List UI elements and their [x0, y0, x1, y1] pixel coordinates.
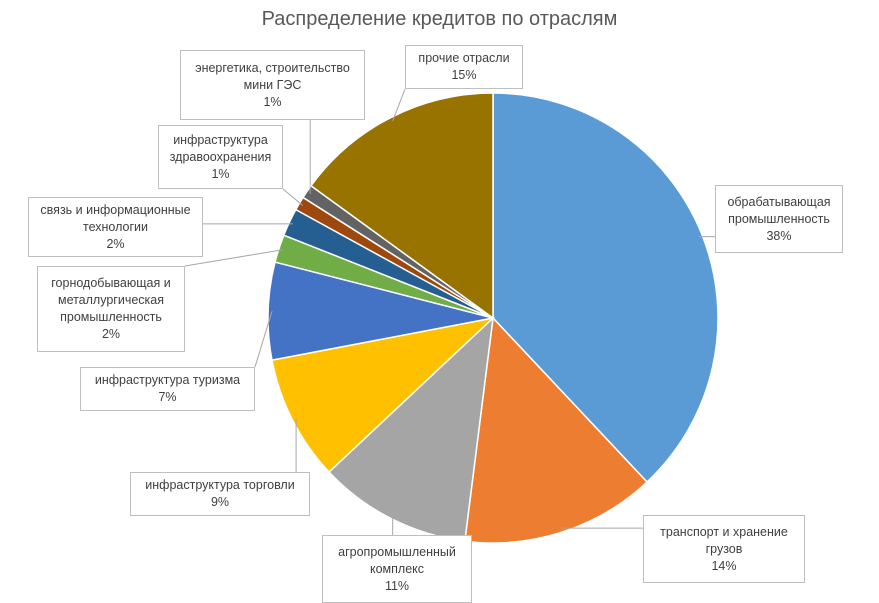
- pie-slice: [271, 316, 496, 474]
- label-value: 1%: [211, 166, 230, 181]
- label-value: 2%: [101, 327, 121, 341]
- label-name: горнодобывающая и металлургическая промы…: [51, 276, 171, 324]
- label-value: 9%: [210, 495, 230, 509]
- label-name: агропромышленный комплекс: [338, 544, 456, 576]
- data-label: транспорт и хранение грузов 14%: [643, 515, 805, 583]
- label-value: 11%: [384, 578, 410, 593]
- label-name: связь и информационные технологии: [40, 202, 191, 234]
- label-name: инфраструктура туризма: [94, 373, 241, 387]
- pie-slice: [492, 92, 719, 484]
- label-name: инфраструктура торговли: [145, 478, 295, 492]
- data-label: связь и информационные технологии 2%: [28, 197, 203, 257]
- label-name: обрабатывающая промышленность: [727, 194, 831, 226]
- label-value: 14%: [711, 558, 737, 573]
- label-value: 7%: [158, 390, 177, 404]
- label-name: прочие отрасли: [418, 51, 510, 65]
- leader-line: [254, 310, 273, 368]
- label-value: 1%: [263, 94, 282, 109]
- label-value: 15%: [451, 68, 477, 82]
- pie-slice: [309, 92, 494, 320]
- label-value: 2%: [106, 236, 125, 251]
- data-label: инфраструктура торговли 9%: [130, 472, 310, 516]
- label-name: энергетика, строительство мини ГЭС: [195, 60, 350, 92]
- leader-line: [282, 188, 304, 206]
- pie-slice: [463, 316, 649, 544]
- data-label: горнодобывающая и металлургическая промы…: [37, 266, 185, 352]
- data-label: инфраструктура здравоохранения 1%: [158, 125, 283, 189]
- label-name: инфраструктура здравоохранения: [169, 132, 272, 164]
- data-label: инфраструктура туризма 7%: [80, 367, 255, 411]
- data-label: агропромышленный комплекс 11%: [322, 535, 472, 603]
- label-name: транспорт и хранение грузов: [660, 524, 788, 556]
- leader-line: [184, 249, 283, 267]
- data-label: энергетика, строительство мини ГЭС 1%: [180, 50, 365, 120]
- label-value: 38%: [766, 228, 792, 243]
- chart-title: Распределение кредитов по отраслям: [261, 8, 618, 30]
- data-label: прочие отрасли 15%: [405, 45, 523, 89]
- data-label: обрабатывающая промышленность 38%: [715, 185, 843, 253]
- leader-line: [392, 88, 406, 122]
